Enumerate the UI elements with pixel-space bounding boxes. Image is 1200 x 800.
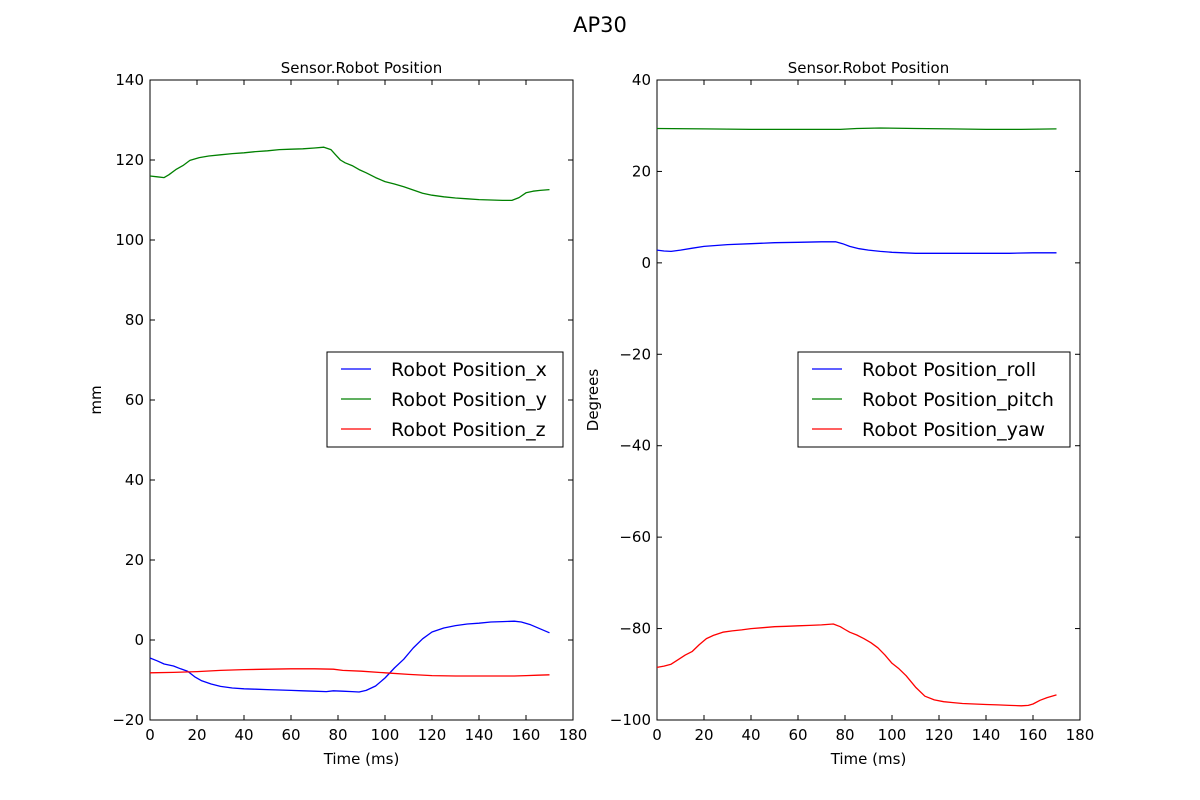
series-line-robot-position-pitch <box>656 127 1057 131</box>
y-tick-label: 140 <box>115 71 144 89</box>
y-tick-label: 0 <box>134 631 144 649</box>
chart-title: Sensor.Robot Position <box>788 59 949 77</box>
x-tick-label: 40 <box>741 726 760 744</box>
series-line-robot-position-y <box>149 146 550 202</box>
x-tick-label: 180 <box>559 726 588 744</box>
y-tick-label: 60 <box>125 391 144 409</box>
chart-title: Sensor.Robot Position <box>281 59 442 77</box>
x-tick-label: 0 <box>652 726 662 744</box>
x-tick-label: 140 <box>465 726 494 744</box>
series-line-robot-position-x <box>149 620 550 693</box>
chart-right: Sensor.Robot Position 0 20 40 60 80 100 120 140 1… <box>584 59 1094 768</box>
y-tick-label: −60 <box>619 528 651 546</box>
x-tick-label: 180 <box>1066 726 1095 744</box>
legend-label: Robot Position_z <box>391 419 546 441</box>
legend-label: Robot Position_roll <box>862 359 1036 381</box>
x-tick-label: 60 <box>788 726 807 744</box>
y-tick-label: 0 <box>641 254 651 272</box>
y-tick-label: 40 <box>125 471 144 489</box>
legend-box <box>797 351 1071 448</box>
x-tick-label: 80 <box>835 726 854 744</box>
x-tick-label: 120 <box>418 726 447 744</box>
y-tick-label: −100 <box>610 711 651 729</box>
y-tick-label: 80 <box>125 311 144 329</box>
legend-label: Robot Position_pitch <box>862 389 1054 411</box>
y-tick-label: −40 <box>619 437 651 455</box>
legend: Robot Position_x Robot Position_y Robot Po… <box>326 351 564 448</box>
y-axis-label: Degrees <box>584 369 602 432</box>
chart-left: Sensor.Robot Position 0 20 40 60 80 100 120 140 1… <box>87 59 587 768</box>
x-tick-label: 100 <box>371 726 400 744</box>
y-tick-label: −20 <box>112 711 144 729</box>
y-tick-label: −80 <box>619 620 651 638</box>
x-tick-label: 140 <box>972 726 1001 744</box>
y-tick-label: 40 <box>632 71 651 89</box>
y-axis-label: mm <box>87 385 105 414</box>
x-tick-label: 40 <box>234 726 253 744</box>
series-line-robot-position-roll <box>656 241 1057 254</box>
x-tick-label: 160 <box>1019 726 1048 744</box>
x-tick-label: 20 <box>187 726 206 744</box>
x-axis-label: Time (ms) <box>323 750 400 768</box>
y-tick-label: 20 <box>632 162 651 180</box>
figure-title: AP30 <box>573 13 627 37</box>
legend-label: Robot Position_x <box>391 359 547 381</box>
y-tick-label: 120 <box>115 151 144 169</box>
x-tick-label: 20 <box>694 726 713 744</box>
x-tick-label: 80 <box>328 726 347 744</box>
x-tick-label: 60 <box>281 726 300 744</box>
series-line-robot-position-z <box>149 668 550 677</box>
y-tick-label: 20 <box>125 551 144 569</box>
x-tick-label: 160 <box>512 726 541 744</box>
legend-label: Robot Position_y <box>391 389 547 411</box>
x-axis-label: Time (ms) <box>830 750 907 768</box>
legend-label: Robot Position_yaw <box>862 419 1045 441</box>
y-tick-label: −20 <box>619 345 651 363</box>
y-tick-label: 100 <box>115 231 144 249</box>
legend: Robot Position_roll Robot Position_pitch R… <box>797 351 1071 448</box>
x-tick-label: 0 <box>145 726 155 744</box>
series-line-robot-position-yaw <box>656 623 1057 707</box>
x-tick-label: 100 <box>878 726 907 744</box>
x-tick-label: 120 <box>925 726 954 744</box>
